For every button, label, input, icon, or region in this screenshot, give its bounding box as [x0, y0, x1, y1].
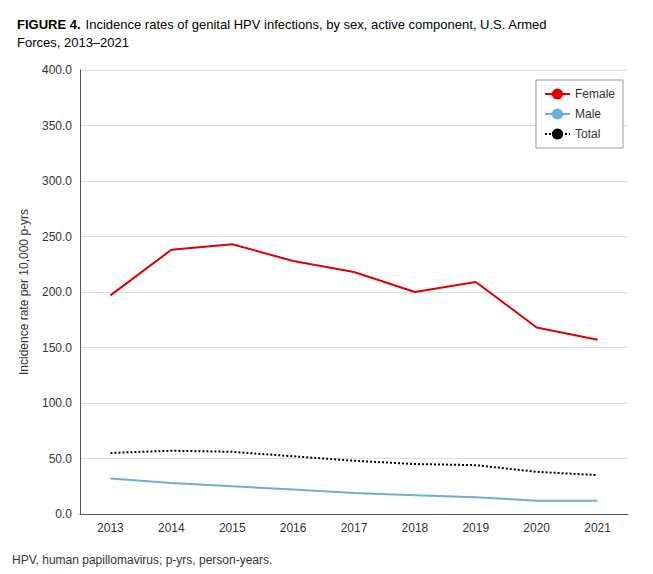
svg-text:2014: 2014: [158, 521, 185, 535]
svg-text:2019: 2019: [462, 521, 489, 535]
svg-text:250.0: 250.0: [42, 230, 72, 244]
svg-text:Incidence rates of genital HPV: Incidence rates of genital HPV infection…: [86, 17, 547, 32]
svg-text:2018: 2018: [402, 521, 429, 535]
svg-text:2013: 2013: [97, 521, 124, 535]
svg-text:2021: 2021: [584, 521, 611, 535]
svg-text:2016: 2016: [280, 521, 307, 535]
svg-text:Female: Female: [575, 87, 615, 101]
svg-text:HPV, human papillomavirus; p-y: HPV, human papillomavirus; p-yrs, person…: [12, 553, 272, 567]
svg-text:50.0: 50.0: [49, 452, 73, 466]
svg-text:Male: Male: [575, 107, 601, 121]
svg-text:2015: 2015: [219, 521, 246, 535]
svg-text:100.0: 100.0: [42, 396, 72, 410]
svg-text:200.0: 200.0: [42, 285, 72, 299]
svg-text:400.0: 400.0: [42, 63, 72, 77]
svg-text:2020: 2020: [523, 521, 550, 535]
svg-text:300.0: 300.0: [42, 174, 72, 188]
svg-text:350.0: 350.0: [42, 119, 72, 133]
svg-text:FIGURE 4.: FIGURE 4.: [17, 17, 81, 32]
svg-text:Incidence rate per 10,000 p-yr: Incidence rate per 10,000 p-yrs: [17, 209, 31, 375]
svg-text:0.0: 0.0: [55, 507, 72, 521]
svg-text:Forces, 2013–2021: Forces, 2013–2021: [17, 35, 129, 50]
svg-text:150.0: 150.0: [42, 341, 72, 355]
svg-text:2017: 2017: [341, 521, 368, 535]
svg-text:Total: Total: [575, 127, 600, 141]
